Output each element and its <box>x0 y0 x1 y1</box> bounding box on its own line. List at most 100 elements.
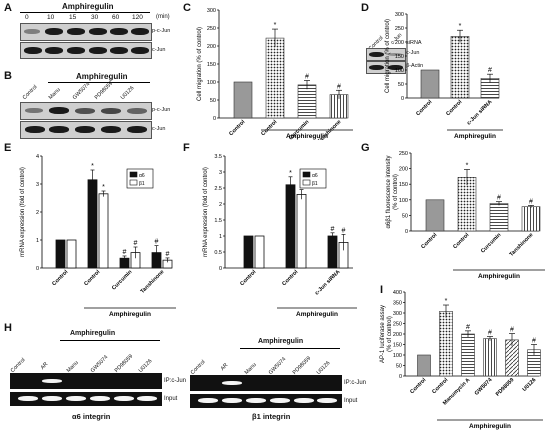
category-label: c-Jun siRNA <box>314 269 341 296</box>
panel-label-f: F <box>183 142 190 154</box>
category-label: Control <box>415 99 433 117</box>
bar <box>66 239 77 269</box>
category-label: GW5074 <box>474 377 494 397</box>
gel-h-right-input <box>190 394 342 408</box>
row-label: c-Jun <box>406 50 420 56</box>
y-tick-label: 150 <box>399 182 408 188</box>
h-right-caption: β1 integrin <box>252 412 291 421</box>
legend-label: α6 <box>139 173 145 179</box>
blot-d-cjun <box>366 48 406 61</box>
significance-marker: * <box>91 163 94 170</box>
y-tick-label: 50 <box>396 364 402 370</box>
y-axis-label: Cell migration (% of control) <box>197 27 203 101</box>
bar <box>297 84 317 119</box>
lane-label: Manu <box>243 362 258 376</box>
category-label: Control <box>281 269 299 287</box>
lane-label: U0126 <box>137 358 154 374</box>
time-label: 15 <box>69 14 77 21</box>
bar <box>457 177 477 232</box>
time-label: 30 <box>91 14 99 21</box>
y-tick-label: 300 <box>395 12 404 18</box>
y-tick-label: 0 <box>219 266 222 272</box>
gel-h-right-ip <box>190 375 342 391</box>
legend-swatch <box>302 179 311 186</box>
category-label: Control <box>445 99 463 117</box>
chart-c: 0 50 100 150 200 250 300 Cell migration (% of c… <box>197 8 353 140</box>
bar <box>450 36 470 99</box>
row-label: Input <box>164 396 178 402</box>
legend-swatch <box>302 171 311 178</box>
significance-marker: # <box>529 198 533 205</box>
y-tick-label: 250 <box>393 322 402 328</box>
y-tick-label: 0.5 <box>214 250 222 256</box>
lane-label: GW5074 <box>71 81 92 101</box>
panel-label-i: I <box>380 284 384 296</box>
y-tick-label: 2.5 <box>214 186 222 192</box>
bar <box>265 37 285 119</box>
panel-b-title: Amphiregulin <box>76 72 128 81</box>
bar <box>417 354 431 377</box>
chart-d: 0 50 100 150 200 250 300 Cell migration (% of c… <box>385 12 503 140</box>
y-tick-label: 250 <box>399 151 408 157</box>
y-tick-label: 0 <box>36 266 39 272</box>
significance-marker: # <box>488 67 492 74</box>
category-label: Control <box>452 232 470 250</box>
significance-marker: # <box>510 327 514 334</box>
row-label: β-Actin <box>406 63 424 69</box>
y-tick-label: 350 <box>393 301 402 307</box>
bar <box>233 81 253 119</box>
group-label: Amphiregulin <box>454 133 496 140</box>
y-tick-label: 1 <box>36 238 39 244</box>
y-tick-label: 1 <box>219 234 222 240</box>
category-label: c-Jun siRNA <box>466 99 493 126</box>
y-axis-label: AP-1 luciferase assay(% of control) <box>380 305 393 363</box>
blot-a-phospho <box>20 23 152 41</box>
y-tick-label: 50 <box>210 98 216 104</box>
legend-swatch <box>129 179 138 186</box>
y-tick-label: 200 <box>395 40 404 46</box>
h-right-group: Amphiregulin <box>258 338 304 345</box>
chart-i: 0 50 100 150 200 250 300 350 400 AP-1 luciferase … <box>380 290 543 430</box>
lane-label: PD98059 <box>291 355 313 376</box>
lane-label: Control <box>9 357 27 374</box>
y-tick-label: 2 <box>36 210 39 216</box>
lane-label: U0126 <box>119 85 136 101</box>
lane-label: Manu <box>65 360 80 374</box>
legend-swatch <box>129 171 138 178</box>
lane-label: AR <box>39 361 50 371</box>
y-axis-label: Cell migration (% of control) <box>385 19 391 93</box>
y-tick-label: 150 <box>393 343 402 349</box>
bar <box>483 338 497 377</box>
significance-marker: * <box>466 163 469 170</box>
bar <box>420 69 440 99</box>
y-tick-label: 100 <box>399 198 408 204</box>
significance-marker: # <box>155 239 159 246</box>
category-label: Control <box>409 377 427 395</box>
y-tick-label: 200 <box>393 332 402 338</box>
y-tick-label: 100 <box>207 80 216 86</box>
category-label: U0126 <box>522 377 538 393</box>
chart-f: 0 0.5 1 1.5 2 2.5 3 3.5 mRNA expression (fold of… <box>203 154 357 318</box>
y-tick-label: 150 <box>207 62 216 68</box>
lane-label: U0126 <box>315 360 332 376</box>
y-axis-label: mRNA expression (fold of control) <box>20 167 26 257</box>
lane-label: GW5074 <box>267 356 288 376</box>
row-label: c-Jun <box>152 47 166 53</box>
time-label: 60 <box>112 14 120 21</box>
category-label: Tanshinone <box>140 269 166 295</box>
panel-label-g: G <box>361 142 370 154</box>
panel-label-a: A <box>4 2 12 14</box>
row-label: c-Jun <box>152 126 166 132</box>
y-tick-label: 250 <box>207 26 216 32</box>
lane-label: GW5074 <box>89 354 110 374</box>
time-label: 0 <box>25 14 29 21</box>
bar <box>87 179 98 269</box>
time-label: 10 <box>47 14 55 21</box>
lane-label: PD98059 <box>93 80 115 101</box>
row-label: p-c-Jun <box>152 28 171 34</box>
blot-d-actin <box>366 61 406 74</box>
y-tick-label: 250 <box>395 26 404 32</box>
gel-h-left-input <box>10 392 162 406</box>
lane-label: Control <box>21 84 39 101</box>
y-tick-label: 0 <box>401 96 404 102</box>
